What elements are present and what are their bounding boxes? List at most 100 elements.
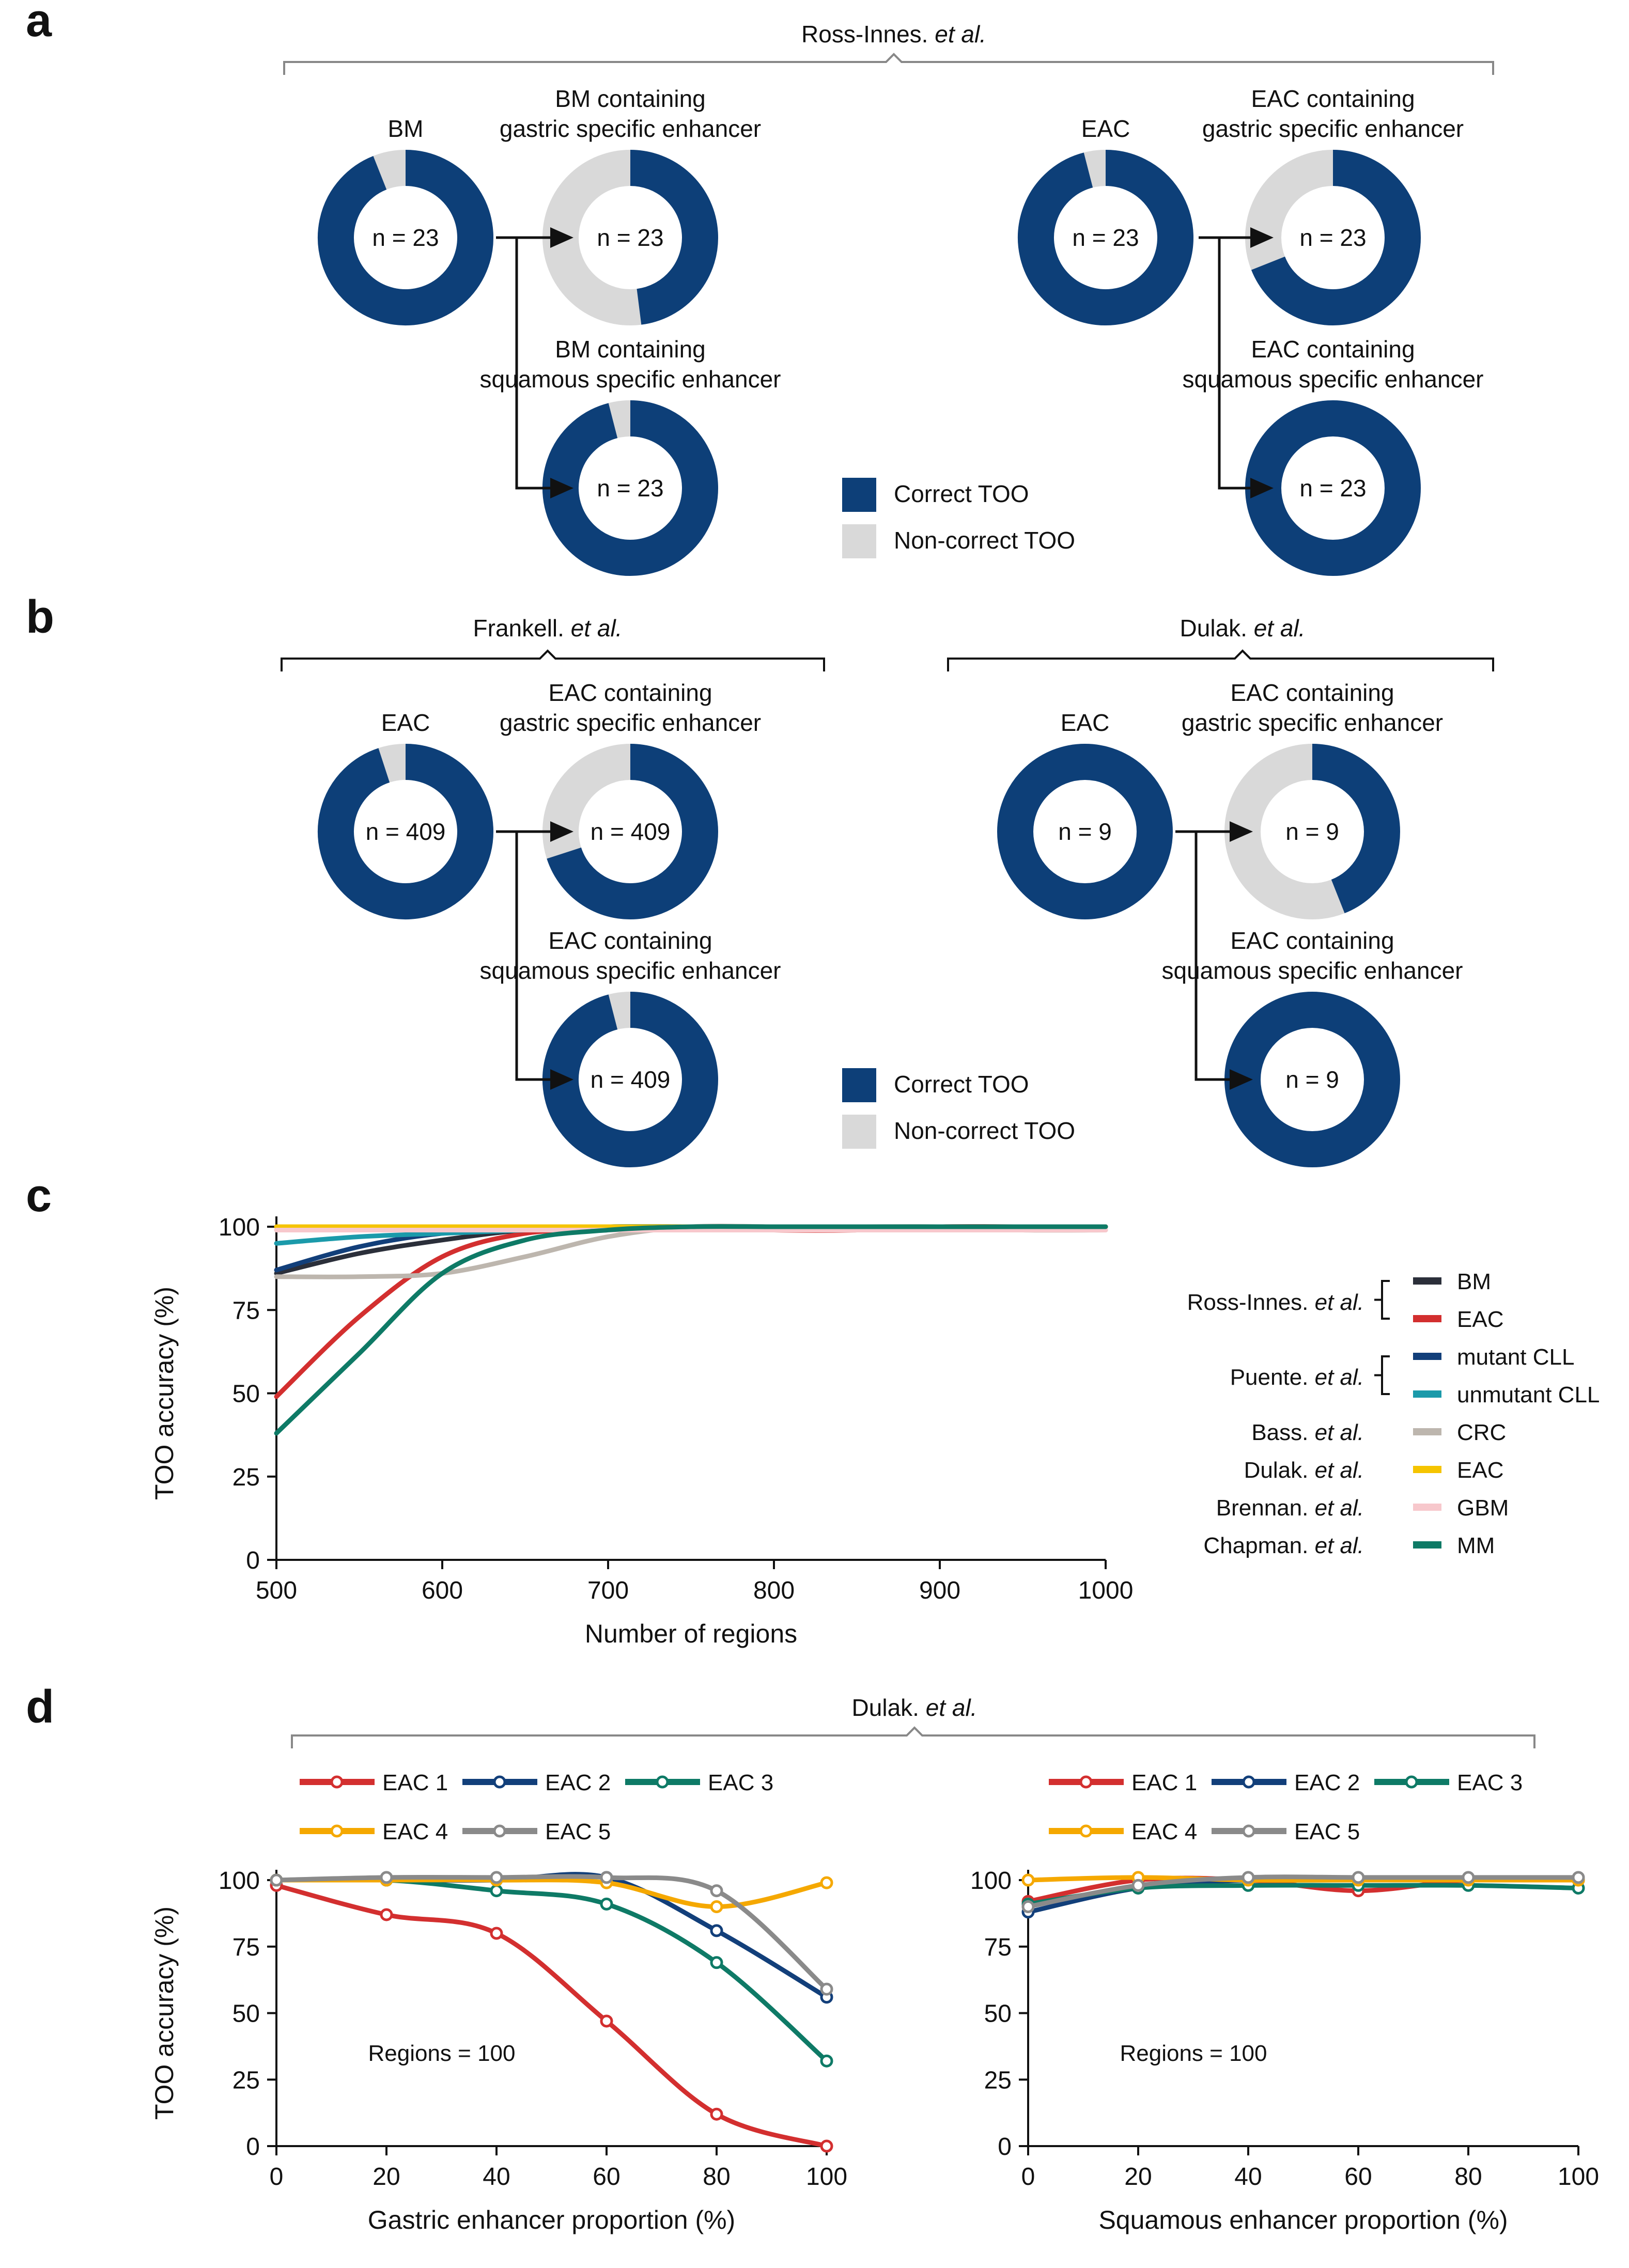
donut-correct-slice — [630, 150, 718, 325]
legend-bracket — [1374, 1280, 1390, 1320]
legend-source-label: Puente. et al. — [1230, 1365, 1364, 1390]
y-tick-label: 100 — [219, 1867, 260, 1895]
panel-d-left-chart: 0 25 50 75 100 0 20 40 60 80 100 Gastric enhancer p… — [150, 1770, 847, 2234]
data-point — [1242, 1871, 1255, 1884]
donut-title-line1: BM containing — [555, 85, 706, 112]
y-tick-label: 75 — [232, 1934, 260, 1961]
legend-series-label: EAC — [1457, 1307, 1503, 1332]
y-tick-label: 100 — [219, 1214, 260, 1241]
x-tick-label: 100 — [1558, 2163, 1599, 2191]
arrow-bm-squamous — [515, 238, 561, 490]
legend-correct-swatch — [842, 1068, 876, 1102]
donut-n-label: n = 9 — [1058, 818, 1112, 845]
arrow-frankell-squamous — [515, 832, 561, 1081]
donut-title-line2: gastric specific enhancer — [1202, 115, 1464, 142]
x-tick-label: 60 — [593, 2163, 620, 2191]
y-tick-label: 25 — [232, 2067, 260, 2094]
regions-annotation: Regions = 100 — [368, 2041, 516, 2066]
donut-chart: n = 23 EAC containing gastric specific enh… — [1202, 85, 1464, 325]
donut-title-line1: EAC containing — [1251, 85, 1415, 112]
data-point — [600, 2014, 613, 2028]
donut-correct-slice — [542, 992, 718, 1167]
panel-b-left-bracket — [281, 649, 825, 671]
data-point — [820, 2054, 833, 2068]
legend-series-label: BM — [1457, 1269, 1491, 1294]
panel-c-legend: Ross-Innes. et al. Puente. et al. Bass. et… — [1187, 1269, 1600, 1558]
y-tick-label: 0 — [246, 1547, 260, 1574]
donut-n-label: n = 409 — [591, 818, 671, 845]
legend-source-label: Chapman. et al. — [1203, 1533, 1364, 1558]
panel-d-source: Dulak. et al. — [852, 1694, 978, 1721]
legend-series-label: EAC 2 — [545, 1770, 611, 1795]
data-point — [1021, 1873, 1035, 1887]
arrow-eac-squamous — [1218, 238, 1261, 490]
donut-n-label: n = 409 — [366, 818, 446, 845]
donut-n-label: n = 23 — [1299, 475, 1366, 502]
donut-title-line2: BM — [388, 115, 424, 142]
regions-annotation: Regions = 100 — [1120, 2041, 1267, 2066]
panel-a-bracket — [283, 53, 1494, 75]
series-line-mm — [274, 1224, 1108, 1436]
donut-title-line2: EAC — [381, 709, 430, 736]
legend-noncorrect-label: Non-correct TOO — [894, 527, 1075, 554]
donut-correct-slice — [542, 400, 718, 576]
donut-chart: n = 409 EAC containing gastric specific en… — [500, 679, 761, 919]
data-point — [820, 1876, 833, 1889]
legend-noncorrect-swatch — [842, 1115, 876, 1149]
data-point — [600, 1897, 613, 1911]
panel-a-donuts: n = 23 BM n = 23 BM containing gastric speci… — [318, 85, 1484, 576]
arrowhead — [1250, 227, 1274, 248]
panel-d-bracket — [291, 1726, 1535, 1748]
legend-marker — [656, 1775, 669, 1789]
legend-series-label: unmutant CLL — [1457, 1382, 1600, 1407]
legend-series-label: MM — [1457, 1533, 1495, 1558]
arrowhead — [550, 227, 573, 248]
x-tick-label: 0 — [270, 2163, 284, 2191]
donut-n-label: n = 9 — [1285, 1066, 1339, 1093]
donut-correct-slice — [318, 150, 493, 325]
data-point — [490, 1927, 503, 1940]
panel-b-label: b — [26, 591, 54, 643]
x-tick-label: 0 — [1021, 2163, 1035, 2191]
y-tick-label: 75 — [984, 1934, 1012, 1961]
data-point — [710, 1900, 723, 1913]
arrow-dulak-squamous — [1194, 832, 1240, 1081]
legend-marker — [1242, 1824, 1255, 1838]
x-tick-label: 60 — [1344, 2163, 1372, 2191]
donut-chart: n = 23 EAC — [1018, 115, 1193, 325]
panel-a-arrowheads — [550, 227, 1274, 498]
y-tick-label: 0 — [998, 2133, 1012, 2161]
series-line-eac-1 — [274, 1883, 829, 2149]
donut-title-line1: EAC containing — [1230, 927, 1394, 954]
data-point — [1021, 1900, 1035, 1913]
x-tick-label: 600 — [422, 1577, 463, 1604]
arrowhead — [1250, 478, 1274, 498]
data-point — [1462, 1871, 1475, 1884]
y-tick-label: 75 — [232, 1297, 260, 1324]
data-point — [710, 2107, 723, 2121]
donut-correct-slice — [547, 744, 718, 919]
series-line-eac-5 — [1026, 1874, 1581, 1909]
y-axis-title: TOO accuracy (%) — [150, 1906, 179, 2120]
donut-n-label: n = 9 — [1285, 818, 1339, 845]
arrowhead — [1230, 1069, 1253, 1090]
donut-n-label: n = 409 — [591, 1066, 671, 1093]
data-point — [820, 2139, 833, 2153]
donut-chart: n = 23 BM containing squamous specific enh… — [480, 336, 781, 576]
panel-b-donuts: n = 409 EAC n = 409 EAC containing gastric s… — [318, 679, 1463, 1167]
donut-correct-slice — [1312, 744, 1400, 914]
x-tick-label: 80 — [1454, 2163, 1482, 2191]
legend-marker — [330, 1824, 344, 1838]
x-tick-label: 500 — [256, 1577, 297, 1604]
panel-b-right-source: Dulak. et al. — [1180, 615, 1306, 642]
donut-chart: n = 23 BM containing gastric specific enha… — [500, 85, 761, 325]
donut-title-line1: EAC containing — [1251, 336, 1415, 363]
legend-source-label: Ross-Innes. et al. — [1187, 1290, 1364, 1315]
legend-source-label: Bass. et al. — [1251, 1420, 1364, 1445]
legend-series-label: CRC — [1457, 1420, 1506, 1445]
data-point — [710, 1884, 723, 1898]
x-tick-label: 80 — [703, 2163, 730, 2191]
data-point — [710, 1924, 723, 1937]
x-tick-label: 40 — [483, 2163, 510, 2191]
legend-correct-swatch — [842, 478, 876, 512]
